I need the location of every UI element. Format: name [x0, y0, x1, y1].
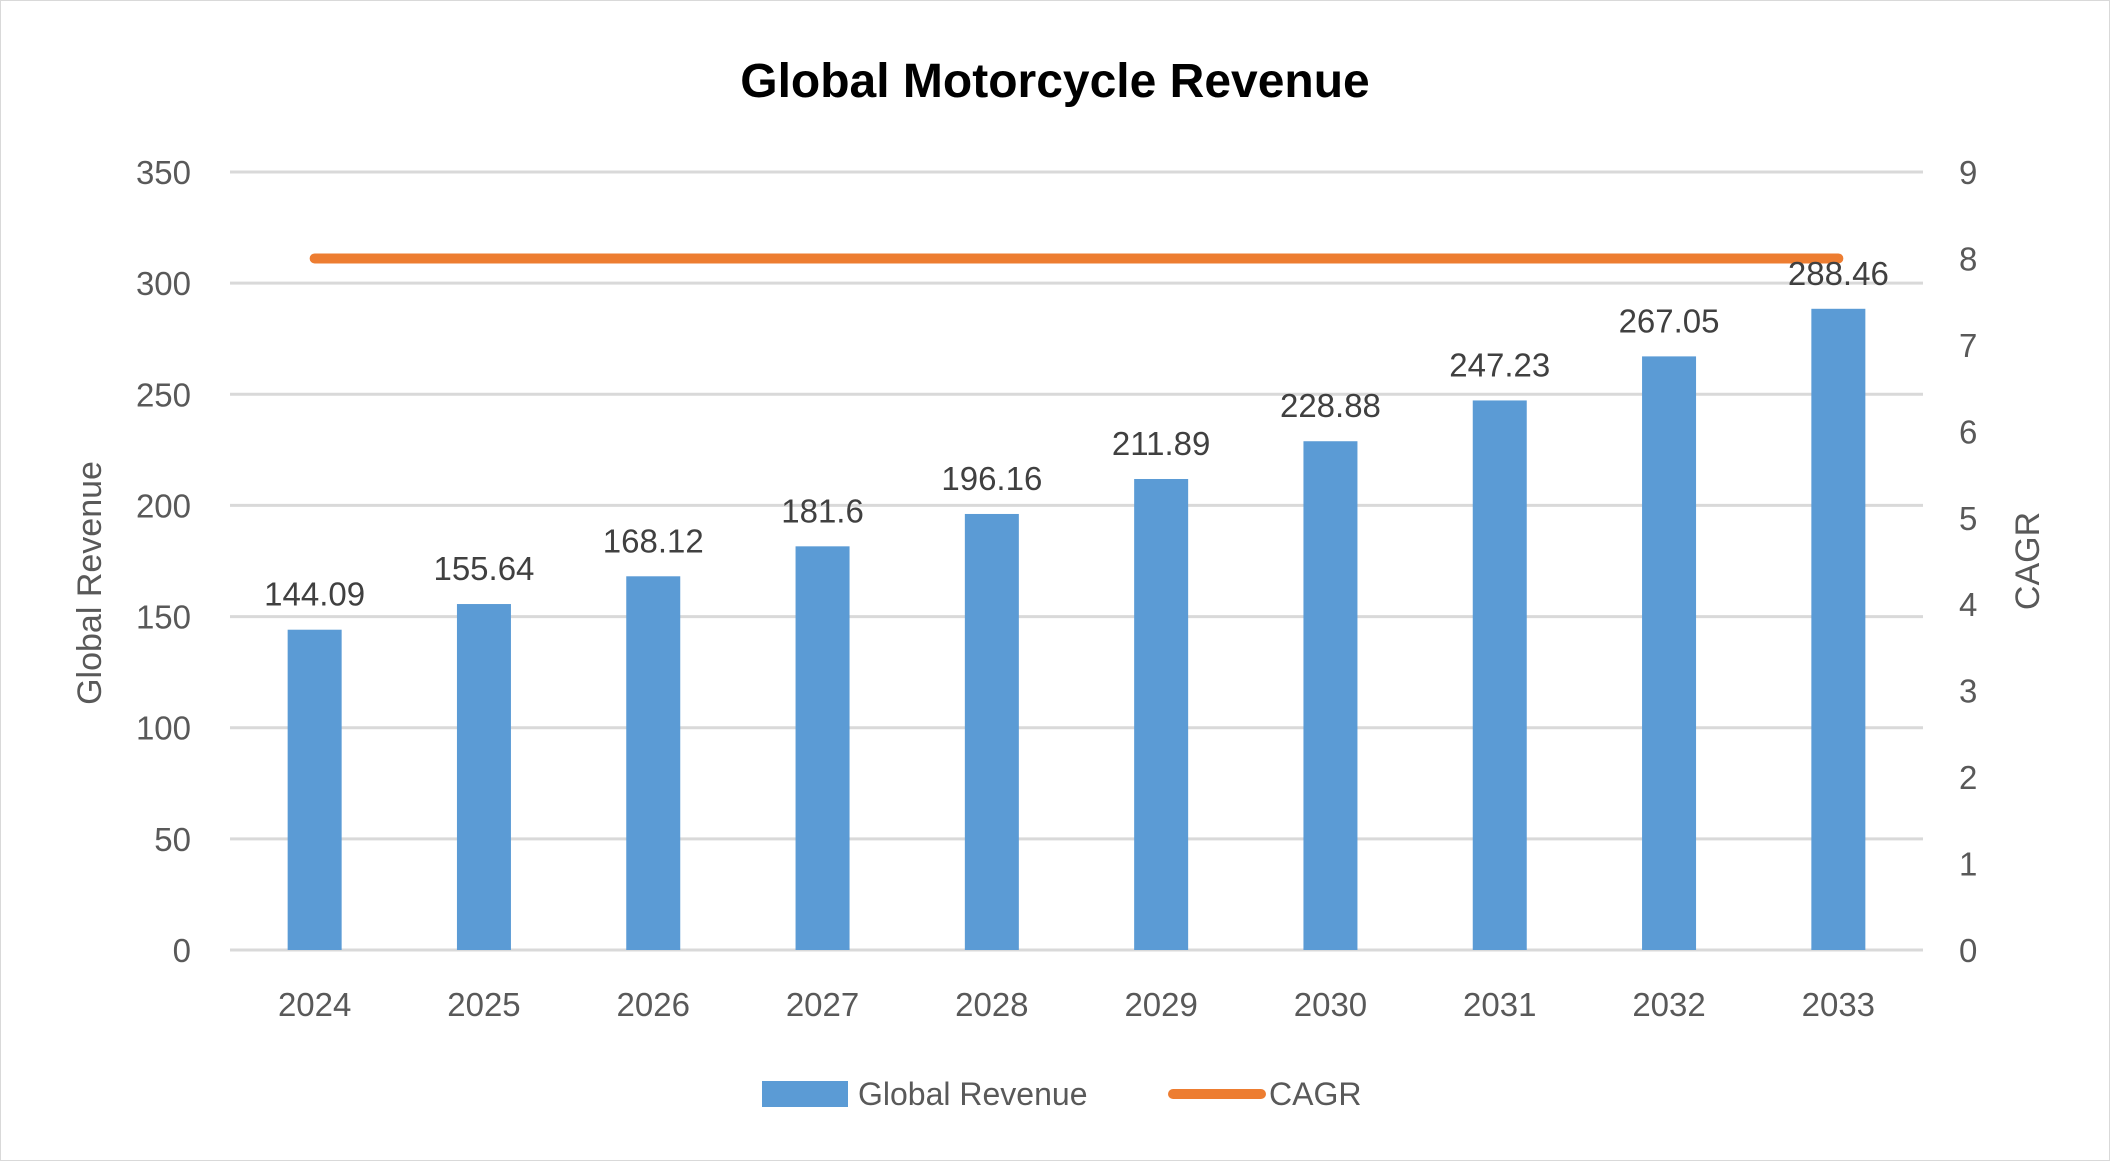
y2-tick-label: 0	[1959, 932, 1977, 969]
data-label: 288.46	[1788, 255, 1889, 292]
bar-2030	[1303, 441, 1358, 950]
y2-tick-label: 9	[1959, 154, 1977, 191]
x-tick-label: 2029	[1124, 986, 1197, 1023]
y-tick-label: 150	[136, 599, 191, 636]
y-axis-ticks: 0 50 100 150 200 250 300 350	[136, 154, 191, 969]
y2-tick-label: 3	[1959, 673, 1977, 710]
bar-2029	[1134, 478, 1189, 950]
y-tick-label: 250	[136, 376, 191, 413]
y2-tick-label: 8	[1959, 240, 1977, 277]
x-tick-label: 2028	[955, 986, 1028, 1023]
y2-tick-label: 2	[1959, 759, 1977, 796]
y2-tick-label: 7	[1959, 327, 1977, 364]
y-tick-label: 350	[136, 154, 191, 191]
data-labels: 144.09 155.64 168.12 181.6 196.16 211.89 228.8…	[264, 255, 1889, 613]
y-tick-label: 300	[136, 265, 191, 302]
y-axis-title: Global Revenue	[71, 461, 109, 705]
y-tick-label: 200	[136, 487, 191, 524]
y2-tick-label: 1	[1959, 846, 1977, 883]
data-label: 228.88	[1280, 387, 1381, 424]
bar-2027	[795, 546, 850, 950]
data-label: 267.05	[1619, 302, 1720, 339]
x-tick-label: 2030	[1294, 986, 1367, 1023]
data-label: 144.09	[264, 576, 365, 613]
bar-2033	[1811, 308, 1866, 950]
x-tick-label: 2032	[1632, 986, 1705, 1023]
legend: Global Revenue CAGR	[762, 1076, 1361, 1112]
y-tick-label: 100	[136, 710, 191, 747]
x-tick-label: 2024	[278, 986, 351, 1023]
bar-2025	[456, 604, 511, 950]
data-label: 168.12	[603, 522, 704, 559]
y2-axis-ticks: 0 1 2 3 4 5 6 7 8 9	[1959, 154, 1977, 969]
y2-tick-label: 6	[1959, 413, 1977, 450]
x-axis-ticks: 2024 2025 2026 2027 2028 2029 2030 2031 2032 2033	[278, 986, 1875, 1023]
data-label: 181.6	[781, 492, 864, 529]
bars	[287, 308, 1866, 951]
data-label: 155.64	[433, 550, 534, 587]
x-tick-label: 2025	[447, 986, 520, 1023]
bar-2024	[287, 629, 342, 950]
x-tick-label: 2031	[1463, 986, 1536, 1023]
y2-tick-label: 4	[1959, 586, 1977, 623]
y-tick-label: 50	[154, 821, 191, 858]
bar-2028	[964, 513, 1019, 950]
y-tick-label: 0	[173, 932, 191, 969]
bar-2031	[1472, 400, 1527, 951]
x-tick-label: 2027	[786, 986, 859, 1023]
legend-label-revenue: Global Revenue	[858, 1076, 1087, 1112]
y2-tick-label: 5	[1959, 500, 1977, 537]
gridlines	[230, 170, 1923, 952]
bar-2032	[1642, 356, 1697, 950]
y2-axis-title: CAGR	[2009, 512, 2047, 610]
data-label: 196.16	[941, 460, 1042, 497]
legend-label-cagr: CAGR	[1269, 1076, 1361, 1112]
bar-2026	[626, 576, 681, 950]
data-label: 211.89	[1112, 425, 1210, 462]
data-label: 247.23	[1449, 346, 1550, 383]
legend-swatch-revenue	[762, 1081, 848, 1107]
x-tick-label: 2033	[1802, 986, 1875, 1023]
chart-title: Global Motorcycle Revenue	[740, 55, 1370, 108]
x-tick-label: 2026	[617, 986, 690, 1023]
